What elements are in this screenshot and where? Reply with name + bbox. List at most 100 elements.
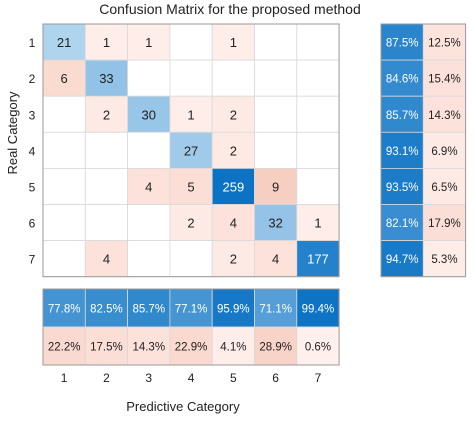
row-correct-cell bbox=[380, 95, 424, 133]
row-incorrect-value: 17.9% bbox=[428, 218, 461, 230]
matrix-cell-value: 259 bbox=[222, 179, 244, 194]
row-incorrect-value: 12.5% bbox=[428, 38, 461, 50]
row-incorrect-value: 5.3% bbox=[431, 254, 457, 266]
matrix-cell-value: 2 bbox=[230, 107, 237, 122]
matrix-cell bbox=[127, 240, 171, 278]
row-correct-value: 93.5% bbox=[386, 182, 419, 194]
matrix-cell-value: 32 bbox=[268, 216, 282, 231]
column-correct-value: 95.9% bbox=[217, 304, 250, 316]
y-axis-label: Real Category bbox=[5, 91, 20, 175]
matrix-cell-value: 9 bbox=[272, 179, 279, 194]
matrix-cell bbox=[211, 204, 255, 241]
matrix-cell bbox=[169, 204, 213, 241]
matrix-cell-value: 1 bbox=[230, 35, 237, 50]
x-tick-label: 4 bbox=[188, 371, 195, 385]
row-incorrect-cell bbox=[422, 131, 466, 169]
matrix-cell bbox=[254, 59, 298, 97]
column-incorrect-cell bbox=[211, 326, 255, 366]
matrix-cell-value: 2 bbox=[230, 143, 237, 158]
row-correct-value: 85.7% bbox=[386, 110, 419, 122]
row-correct-cell bbox=[380, 204, 424, 241]
column-correct-value: 85.7% bbox=[132, 304, 165, 316]
matrix-cell bbox=[169, 167, 213, 205]
row-correct-value: 84.6% bbox=[386, 74, 419, 86]
matrix-cell bbox=[42, 204, 86, 241]
row-summary-matrix: 87.5% 12.5% 84.6% 15.4% 85.7% 14.3% 93.1% 6.9% 9… bbox=[380, 23, 467, 278]
matrix-cell-value: 1 bbox=[145, 35, 152, 50]
matrix-cell-value: 1 bbox=[187, 107, 194, 122]
y-tick-label: 7 bbox=[29, 253, 36, 267]
column-incorrect-cell bbox=[84, 326, 129, 366]
column-correct-value: 99.4% bbox=[302, 304, 335, 316]
matrix-cell bbox=[169, 59, 213, 97]
matrix-cell-value: 177 bbox=[307, 252, 329, 267]
matrix-cell bbox=[127, 204, 171, 241]
matrix-cell bbox=[296, 167, 340, 205]
column-summary-border bbox=[42, 288, 340, 366]
matrix-cell bbox=[42, 131, 86, 169]
matrix-cell bbox=[254, 95, 298, 133]
column-incorrect-value: 0.6% bbox=[305, 342, 331, 354]
x-tick-label: 7 bbox=[315, 371, 322, 385]
row-correct-value: 82.1% bbox=[386, 218, 419, 230]
row-incorrect-value: 6.9% bbox=[431, 146, 457, 158]
row-incorrect-value: 14.3% bbox=[428, 110, 461, 122]
column-correct-value: 77.8% bbox=[48, 304, 81, 316]
y-tick-label: 3 bbox=[29, 108, 36, 122]
y-tick-label: 4 bbox=[29, 144, 36, 158]
column-correct-value: 71.1% bbox=[259, 304, 292, 316]
column-incorrect-value: 28.9% bbox=[259, 342, 292, 354]
matrix-cell bbox=[42, 240, 86, 278]
column-correct-value: 77.1% bbox=[175, 304, 208, 316]
column-incorrect-value: 17.5% bbox=[90, 342, 123, 354]
x-tick-label: 2 bbox=[103, 371, 110, 385]
matrix-cell-value: 27 bbox=[184, 143, 198, 158]
matrix-cell bbox=[211, 59, 255, 97]
x-tick-label: 1 bbox=[61, 371, 68, 385]
matrix-cell-value: 2 bbox=[230, 252, 237, 267]
row-incorrect-cell bbox=[422, 95, 466, 133]
matrix-cell bbox=[84, 204, 129, 241]
column-incorrect-cell bbox=[169, 326, 213, 366]
matrix-cell-value: 4 bbox=[272, 252, 279, 267]
row-incorrect-value: 15.4% bbox=[428, 74, 461, 86]
matrix-cell bbox=[254, 131, 298, 169]
matrix-cell bbox=[42, 95, 86, 133]
matrix-cell bbox=[296, 23, 340, 61]
matrix-cell bbox=[127, 59, 171, 97]
matrix-cell bbox=[84, 23, 129, 61]
matrix-cell bbox=[254, 167, 298, 205]
matrix-border bbox=[42, 23, 340, 278]
y-tick-label: 1 bbox=[29, 36, 36, 50]
column-incorrect-cell bbox=[42, 326, 86, 366]
column-incorrect-cell bbox=[254, 326, 298, 366]
row-correct-value: 93.1% bbox=[386, 146, 419, 158]
row-incorrect-value: 6.5% bbox=[431, 182, 457, 194]
row-correct-value: 94.7% bbox=[386, 254, 419, 266]
matrix-cell bbox=[254, 240, 298, 278]
row-correct-value: 87.5% bbox=[386, 38, 419, 50]
y-tick-label: 5 bbox=[29, 180, 36, 194]
x-axis-label: Predictive Category bbox=[126, 399, 240, 414]
matrix-cell bbox=[42, 167, 86, 205]
matrix-cell bbox=[296, 95, 340, 133]
matrix-cell-value: 6 bbox=[61, 71, 68, 86]
column-incorrect-value: 22.9% bbox=[175, 342, 208, 354]
x-tick-label: 3 bbox=[145, 371, 152, 385]
main-matrix: 21 1 1 16 332 30 1 227 24 5 259 92 4 32 14 2 4 177 bbox=[42, 23, 340, 278]
matrix-cell bbox=[254, 23, 298, 61]
y-tick-label: 6 bbox=[29, 217, 36, 231]
matrix-cell-value: 30 bbox=[142, 107, 156, 122]
matrix-cell bbox=[254, 204, 298, 241]
matrix-cell bbox=[127, 131, 171, 169]
column-correct-cell bbox=[127, 288, 171, 328]
matrix-cell bbox=[84, 59, 129, 97]
matrix-cell bbox=[169, 240, 213, 278]
matrix-cell bbox=[211, 95, 255, 133]
tick-labels: 1 2 3 4 5 6 7 1 2 3 4 5 6 7 bbox=[29, 36, 322, 385]
matrix-cell-value: 2 bbox=[187, 216, 194, 231]
column-incorrect-value: 22.2% bbox=[48, 342, 81, 354]
column-correct-value: 82.5% bbox=[90, 304, 123, 316]
